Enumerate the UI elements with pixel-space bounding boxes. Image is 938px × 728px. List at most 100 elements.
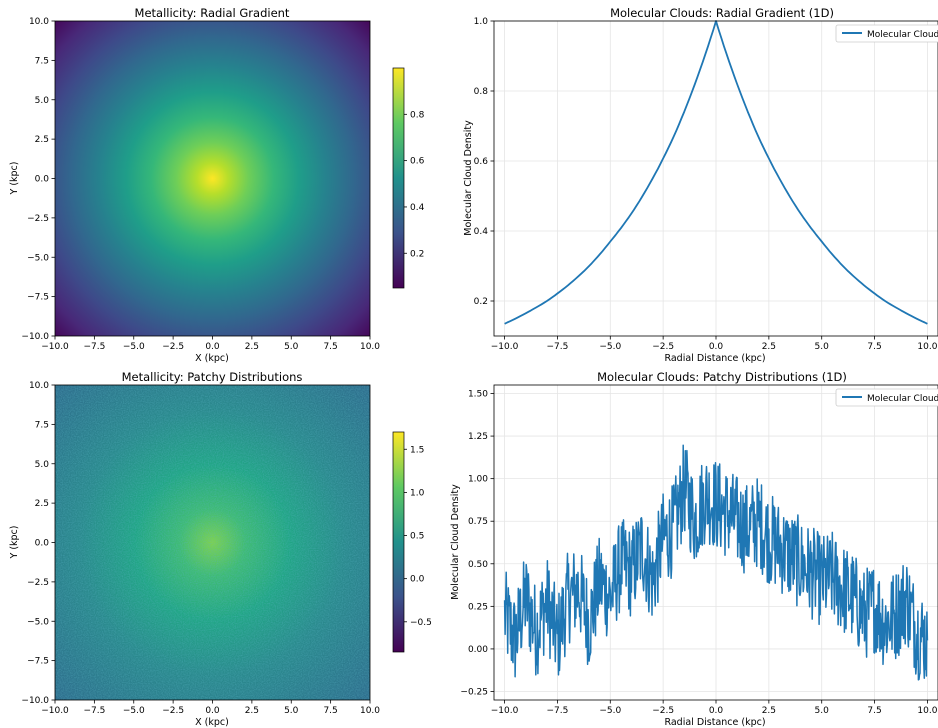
- y-tick-label: −0.25: [460, 687, 488, 697]
- x-tick-label: −2.5: [162, 706, 184, 716]
- colorbar: [392, 67, 405, 289]
- y-tick-label: 2.5: [35, 499, 49, 509]
- panel-clouds-patchy: Molecular Clouds: Patchy Distributions (…: [450, 370, 938, 728]
- chart-title: Molecular Clouds: Radial Gradient (1D): [610, 6, 834, 20]
- colorbar-axis: −0.5 0.0 0.5 1.0 1.5: [404, 445, 432, 628]
- x-tick-label: 2.5: [762, 706, 776, 716]
- y-tick-label: −7.5: [27, 657, 49, 667]
- colorbar-tick-label: 1.0: [410, 488, 425, 498]
- y-tick-label: 1.0: [474, 17, 489, 27]
- x-tick-label: 7.5: [867, 342, 881, 352]
- x-tick-label: 0.0: [709, 706, 724, 716]
- chart-title: Molecular Clouds: Patchy Distributions (…: [597, 370, 847, 384]
- legend: Molecular Clouds: [835, 388, 938, 407]
- x-tick-label: 0.0: [205, 706, 220, 716]
- legend-label: Molecular Clouds: [867, 30, 938, 40]
- y-tick-label: 0.75: [468, 517, 488, 527]
- x-tick-label: 10.0: [360, 342, 380, 352]
- x-tick-label: 5.0: [284, 706, 299, 716]
- x-axis-label: Radial Distance (kpc): [664, 717, 765, 728]
- colorbar-tick-label: 0.8: [410, 110, 425, 120]
- series-path: [503, 444, 929, 681]
- x-axis: −10.0 −7.5 −5.0 −2.5 0.0 2.5 5.0 7.5 10.0: [41, 700, 380, 716]
- x-tick-label: −7.5: [546, 706, 568, 716]
- y-axis-label: Molecular Cloud Density: [463, 120, 474, 236]
- y-tick-label: 10.0: [29, 381, 49, 391]
- y-tick-label: 0.00: [468, 645, 488, 655]
- x-tick-label: −2.5: [652, 342, 674, 352]
- y-axis: −0.25 0.00 0.25 0.50 0.75 1.00 1.25 1.50: [460, 390, 494, 697]
- x-tick-label: −10.0: [491, 342, 519, 352]
- y-tick-label: 7.5: [35, 420, 49, 430]
- x-tick-label: −5.0: [599, 342, 621, 352]
- x-tick-label: −10.0: [41, 706, 69, 716]
- chart-title: Metallicity: Patchy Distributions: [122, 370, 303, 384]
- y-tick-label: 0.2: [474, 297, 488, 307]
- y-axis: −10.0 −7.5 −5.0 −2.5 0.0 2.5 5.0 7.5 10.0: [21, 17, 55, 342]
- x-axis-label: X (kpc): [195, 353, 229, 364]
- x-tick-label: 5.0: [815, 342, 830, 352]
- x-tick-label: 5.0: [815, 706, 830, 716]
- legend-box: [835, 388, 938, 407]
- x-tick-label: 0.0: [709, 342, 724, 352]
- panel-metallicity-patchy: Metallicity: Patchy Distributions −10.0−…: [9, 370, 432, 728]
- x-tick-label: −7.5: [546, 342, 568, 352]
- y-tick-label: 1.00: [468, 475, 488, 485]
- x-tick-label: 10.0: [917, 706, 937, 716]
- y-tick-label: 1.50: [468, 390, 488, 400]
- x-tick-label: −7.5: [83, 706, 105, 716]
- x-tick-label: 7.5: [867, 706, 881, 716]
- heatmap-image: [55, 21, 370, 336]
- y-axis-label: Y (kpc): [9, 526, 20, 560]
- y-tick-label: −5.0: [27, 617, 49, 627]
- colorbar-tick-label: −0.5: [410, 618, 432, 628]
- legend: Molecular Clouds: [835, 24, 938, 43]
- x-tick-label: 7.5: [323, 706, 337, 716]
- legend-label: Molecular Clouds: [867, 394, 938, 404]
- y-axis: 0.2 0.4 0.6 0.8 1.0: [474, 17, 494, 307]
- colorbar-axis: 0.2 0.4 0.6 0.8: [404, 110, 425, 259]
- y-axis-label: Y (kpc): [9, 162, 20, 196]
- y-tick-label: 10.0: [29, 17, 49, 27]
- legend-box: [835, 24, 938, 43]
- heatmap-noise: [55, 385, 370, 700]
- y-tick-label: −10.0: [21, 332, 49, 342]
- y-tick-label: −2.5: [27, 578, 49, 588]
- y-tick-label: 5.0: [35, 460, 50, 470]
- x-tick-label: −5.0: [599, 706, 621, 716]
- x-tick-label: −2.5: [652, 706, 674, 716]
- x-tick-label: −5.0: [123, 342, 145, 352]
- x-tick-label: 7.5: [323, 342, 337, 352]
- x-tick-label: 0.0: [205, 342, 220, 352]
- x-tick-label: 5.0: [284, 342, 299, 352]
- y-tick-label: 0.6: [474, 157, 489, 167]
- y-tick-label: −10.0: [21, 696, 49, 706]
- y-tick-label: 0.8: [474, 87, 489, 97]
- chart-title: Metallicity: Radial Gradient: [135, 6, 290, 20]
- colorbar-tick-label: 1.5: [410, 445, 424, 455]
- colorbar-tick-label: 0.2: [410, 249, 424, 259]
- colorbar-tick-label: 0.5: [410, 532, 424, 542]
- y-tick-label: 1.25: [468, 432, 488, 442]
- panel-metallicity-radial: Metallicity: Radial Gradient: [9, 6, 425, 364]
- series-line: [503, 444, 929, 681]
- y-tick-label: −5.0: [27, 253, 49, 263]
- y-tick-label: 0.50: [468, 560, 488, 570]
- y-tick-label: 0.25: [468, 602, 488, 612]
- y-axis: −10.0 −7.5 −5.0 −2.5 0.0 2.5 5.0 7.5 10.0: [21, 381, 55, 706]
- x-axis: −10.0 −7.5 −5.0 −2.5 0.0 2.5 5.0 7.5 10.0: [41, 336, 380, 352]
- colorbar-tick-label: 0.6: [410, 157, 425, 167]
- x-tick-label: −10.0: [41, 342, 69, 352]
- panel-clouds-radial: Molecular Clouds: Radial Gradient (1D) −…: [463, 6, 938, 364]
- y-tick-label: 0.0: [35, 175, 50, 185]
- x-axis-label: Radial Distance (kpc): [664, 353, 765, 364]
- colorbar-tick-label: 0.0: [410, 575, 425, 585]
- x-axis: −10.0 −7.5 −5.0 −2.5 0.0 2.5 5.0 7.5 10.0: [491, 700, 938, 716]
- y-tick-label: 2.5: [35, 135, 49, 145]
- y-tick-label: 5.0: [35, 96, 50, 106]
- x-tick-label: −5.0: [123, 706, 145, 716]
- x-axis: −10.0 −7.5 −5.0 −2.5 0.0 2.5 5.0 7.5 10.0: [491, 336, 938, 352]
- y-tick-label: 7.5: [35, 56, 49, 66]
- y-axis-label: Molecular Cloud Density: [450, 484, 461, 600]
